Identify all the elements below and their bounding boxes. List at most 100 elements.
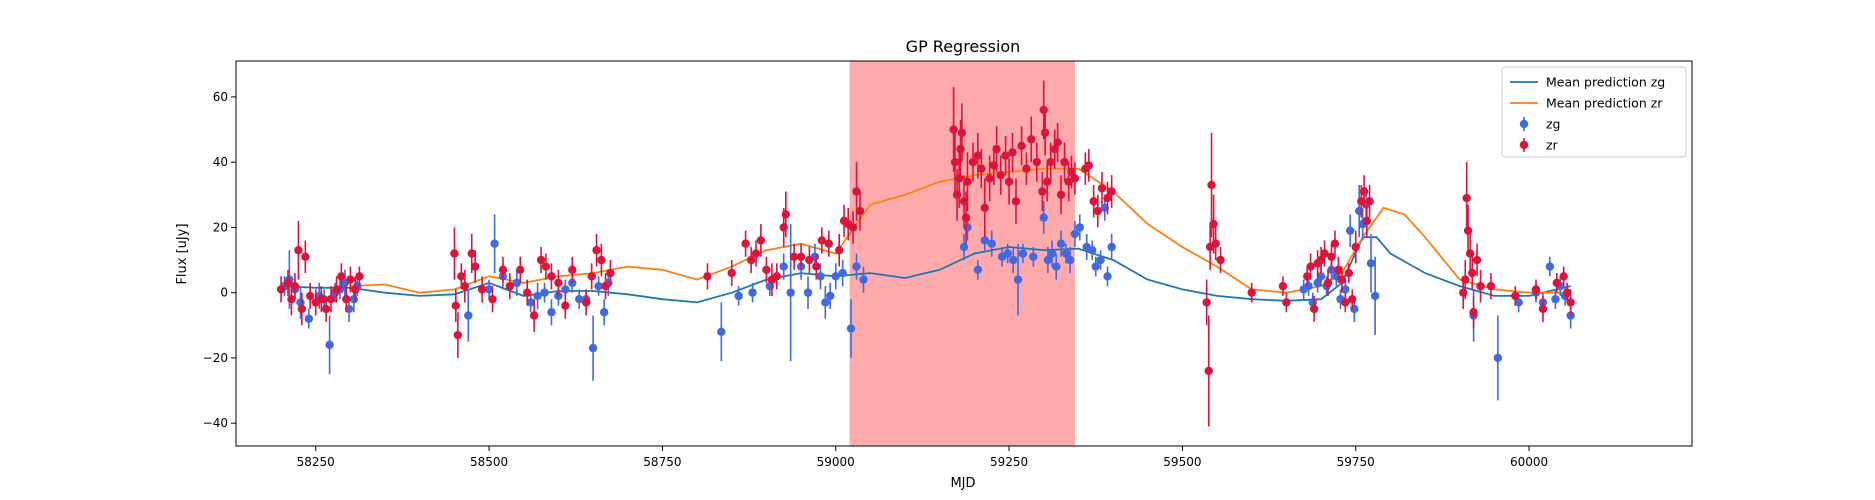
data-point (1011, 197, 1021, 206)
data-point (796, 252, 806, 261)
data-point (835, 246, 844, 255)
plot-frame (235, 60, 1693, 447)
data-point (1323, 278, 1333, 288)
data-point (561, 301, 570, 310)
data-point (1067, 167, 1076, 177)
data-point (457, 272, 466, 281)
data-point (748, 288, 757, 297)
data-point (1486, 281, 1496, 291)
data-point (516, 265, 525, 275)
x-tick-label: 60000 (1510, 455, 1548, 469)
data-point (597, 255, 606, 265)
data-point (1209, 219, 1218, 229)
data-point (717, 327, 726, 337)
series-zr (276, 80, 1575, 427)
data-point (1008, 148, 1017, 157)
data-point (1003, 249, 1012, 258)
data-point (276, 285, 286, 294)
data-point (746, 255, 756, 265)
y-tick-label: 0 (220, 286, 228, 300)
data-point (852, 262, 861, 271)
data-point (540, 288, 549, 297)
data-point (332, 285, 341, 294)
data-point (977, 164, 986, 173)
data-point (973, 265, 983, 275)
data-point (505, 281, 515, 291)
data-point (1001, 151, 1010, 160)
data-point (1103, 193, 1112, 203)
data-point (816, 272, 825, 281)
data-point (1493, 353, 1503, 363)
mean-prediction-line-0 (281, 236, 1571, 304)
mean-prediction-line-1 (350, 167, 1571, 294)
y-tick-label: −40 (203, 416, 228, 430)
data-point (1313, 278, 1322, 288)
legend-label: Mean prediction zr (1546, 96, 1663, 111)
data-point (985, 174, 994, 183)
data-point (498, 265, 508, 275)
data-point (342, 294, 351, 304)
data-point (1563, 288, 1572, 297)
data-point (1017, 141, 1026, 151)
data-point (1462, 193, 1471, 203)
data-point (838, 268, 847, 278)
legend-point-marker (1519, 140, 1529, 150)
data-point (533, 291, 542, 301)
data-point (594, 281, 603, 291)
data-point (1316, 255, 1326, 265)
data-point (1476, 281, 1485, 291)
data-point (1097, 184, 1107, 193)
data-point (1551, 294, 1560, 304)
data-point (1093, 206, 1103, 216)
data-point (703, 272, 712, 281)
data-point (488, 294, 497, 304)
data-point (1202, 298, 1211, 307)
axes: 58250 58500 58750 59000 59250 59500 59750 60000… (203, 90, 1548, 469)
data-point (973, 151, 983, 160)
data-point (987, 239, 996, 248)
data-point (484, 285, 494, 294)
data-point (1306, 262, 1315, 271)
data-point (1096, 255, 1105, 265)
data-point (467, 249, 476, 258)
data-point (301, 252, 310, 261)
data-point (1052, 262, 1061, 271)
data-point (601, 281, 610, 291)
data-point (349, 294, 359, 304)
data-point (949, 125, 958, 134)
data-point (957, 128, 967, 137)
x-tick-label: 58750 (643, 455, 681, 469)
data-point (1552, 278, 1562, 288)
data-point (996, 170, 1005, 180)
legend-label: zr (1546, 138, 1559, 153)
data-point (460, 281, 469, 291)
data-point (1362, 216, 1372, 226)
data-point (326, 294, 336, 304)
data-point (1032, 157, 1042, 167)
data-point (547, 272, 556, 281)
data-point (1039, 105, 1048, 115)
legend-label: zg (1546, 117, 1561, 132)
y-tick-label: 40 (213, 155, 228, 169)
x-tick-label: 58500 (470, 455, 508, 469)
data-point (952, 190, 962, 199)
data-point (325, 340, 334, 350)
data-point (954, 174, 964, 183)
data-point (529, 311, 539, 320)
data-point (1566, 298, 1575, 307)
data-point (980, 236, 989, 245)
data-point (1531, 285, 1541, 294)
legend-label: Mean prediction zg (1546, 75, 1665, 90)
x-tick-label: 59250 (990, 455, 1028, 469)
data-point (606, 268, 615, 278)
data-point (1046, 157, 1055, 167)
data-point (1370, 291, 1380, 301)
data-point (1029, 252, 1038, 261)
data-point (772, 272, 781, 281)
legend-point-marker (1519, 119, 1529, 129)
data-point (1056, 190, 1066, 199)
data-point (779, 262, 788, 271)
data-point (1211, 239, 1220, 248)
data-point (450, 249, 459, 258)
data-point (1514, 298, 1523, 307)
